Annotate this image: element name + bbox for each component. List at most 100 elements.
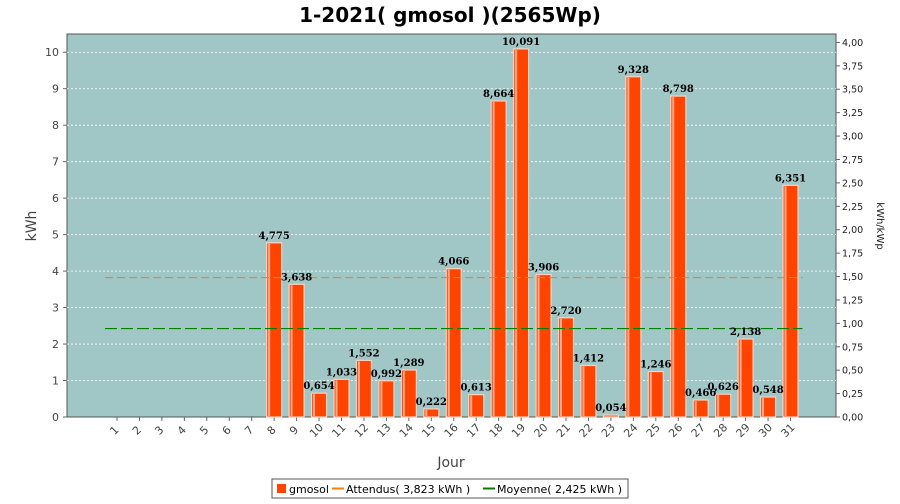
x-tick-label: 22 bbox=[576, 421, 595, 440]
bar bbox=[670, 95, 687, 418]
y-tick-label: 9 bbox=[52, 83, 59, 96]
x-tick-label: 18 bbox=[487, 421, 506, 440]
bar bbox=[782, 184, 799, 418]
bar bbox=[288, 283, 305, 418]
bar-highlight bbox=[762, 398, 765, 416]
bar bbox=[715, 393, 732, 418]
bar-highlight bbox=[717, 395, 720, 416]
bar bbox=[400, 369, 417, 418]
bar-highlight bbox=[515, 49, 518, 416]
reference-lines bbox=[105, 276, 803, 330]
bar bbox=[759, 396, 777, 418]
value-label: 0,613 bbox=[461, 383, 492, 394]
y2-axis-label: kWh/kWp bbox=[874, 202, 885, 249]
y2-tick-label: 1,75 bbox=[842, 249, 863, 260]
y2-tick-label: 2,75 bbox=[842, 155, 863, 166]
x-axis-label: Jour bbox=[436, 455, 465, 471]
bar bbox=[512, 48, 530, 418]
x-tick-label: 7 bbox=[242, 423, 256, 437]
x-tick-label: 1 bbox=[107, 423, 121, 437]
value-label: 3,638 bbox=[281, 272, 312, 283]
bar bbox=[490, 100, 507, 418]
x-tick-label: 9 bbox=[287, 423, 301, 437]
bar-series bbox=[266, 48, 799, 418]
x-tick-label: 16 bbox=[442, 421, 461, 440]
bar bbox=[625, 76, 642, 418]
bar bbox=[310, 392, 328, 418]
y2-tick-label: 3,25 bbox=[842, 108, 863, 119]
value-label: 0,548 bbox=[752, 385, 783, 396]
y2-tick-label: 0,00 bbox=[842, 413, 863, 424]
bar-highlight bbox=[447, 269, 450, 416]
bar-highlight bbox=[672, 97, 675, 417]
bar-highlight bbox=[694, 401, 697, 416]
bar-highlight bbox=[739, 340, 742, 416]
y-tick-label: 1 bbox=[52, 375, 59, 388]
x-tick-label: 2 bbox=[130, 423, 144, 437]
value-label: 1,033 bbox=[326, 367, 357, 378]
x-tick-label: 29 bbox=[734, 421, 753, 440]
value-label: 4,775 bbox=[258, 231, 289, 242]
bar bbox=[737, 338, 754, 418]
bar-highlight bbox=[290, 285, 293, 416]
bar-highlight bbox=[649, 372, 652, 416]
x-tick-label: 11 bbox=[329, 421, 348, 440]
x-tick-label: 23 bbox=[599, 421, 618, 440]
bar-highlight bbox=[268, 243, 271, 416]
x-tick-label: 25 bbox=[644, 421, 663, 440]
bar-highlight bbox=[357, 361, 360, 416]
value-label: 0,992 bbox=[371, 369, 402, 380]
bar-highlight bbox=[627, 77, 630, 416]
y-axis-ticks: 0 1 2 3 4 5 6 7 8 9 10 bbox=[45, 46, 67, 424]
bar bbox=[692, 399, 709, 418]
x-tick-label: 15 bbox=[419, 421, 438, 440]
value-label: 0,054 bbox=[595, 403, 626, 414]
value-label: 6,351 bbox=[775, 173, 806, 184]
bar-highlight bbox=[313, 394, 316, 416]
y-tick-label: 6 bbox=[52, 192, 59, 205]
x-tick-label: 28 bbox=[711, 421, 730, 440]
y2-tick-label: 2,50 bbox=[842, 178, 863, 189]
value-label: 2,720 bbox=[550, 306, 581, 317]
y2-tick-label: 1,00 bbox=[842, 319, 863, 330]
x-axis-ticks: 1 2 3 4 5 6 7 8 9 10 11 12 13 14 15 16 17 18 19 20 21 22 23 24 2… bbox=[107, 417, 798, 440]
value-label: 10,091 bbox=[502, 37, 540, 48]
x-tick-label: 3 bbox=[152, 423, 166, 437]
value-label: 2,138 bbox=[730, 327, 761, 338]
bar-highlight bbox=[402, 370, 405, 416]
y2-tick-label: 0,50 bbox=[842, 366, 863, 377]
x-tick-label: 10 bbox=[307, 421, 326, 440]
y-tick-label: 2 bbox=[52, 338, 59, 351]
bar bbox=[580, 364, 597, 418]
bar bbox=[423, 408, 440, 418]
y-tick-label: 5 bbox=[52, 229, 59, 242]
legend-box bbox=[271, 478, 629, 499]
bar bbox=[378, 380, 395, 418]
bar bbox=[266, 242, 283, 418]
y-tick-label: 0 bbox=[52, 411, 59, 424]
bar-highlight bbox=[560, 318, 562, 416]
x-tick-label: 4 bbox=[175, 423, 189, 437]
value-label: 0,654 bbox=[303, 381, 334, 392]
value-label: 8,664 bbox=[483, 89, 514, 100]
y2-tick-label: 3,50 bbox=[842, 85, 863, 96]
legend-label-moyenne: Moyenne( 2,425 kWh ) bbox=[497, 483, 622, 496]
x-tick-label: 26 bbox=[666, 421, 685, 440]
value-label: 1,552 bbox=[348, 348, 379, 359]
x-tick-label: 12 bbox=[352, 421, 371, 440]
bar bbox=[647, 370, 664, 418]
bar bbox=[468, 394, 485, 418]
x-tick-label: 27 bbox=[689, 421, 708, 440]
legend-swatch-gmosol bbox=[277, 484, 286, 493]
bar bbox=[535, 273, 552, 418]
value-label: 3,906 bbox=[528, 263, 559, 274]
x-tick-label: 5 bbox=[197, 423, 211, 437]
y-tick-label: 7 bbox=[52, 156, 59, 169]
bar-highlight bbox=[380, 381, 383, 416]
y2-tick-label: 2,00 bbox=[842, 225, 863, 236]
chart-title: 1-2021( gmosol )(2565Wp) bbox=[299, 3, 601, 27]
y-tick-label: 3 bbox=[52, 302, 59, 315]
value-label: 0,626 bbox=[707, 382, 738, 393]
y2-tick-label: 0,25 bbox=[842, 389, 863, 400]
